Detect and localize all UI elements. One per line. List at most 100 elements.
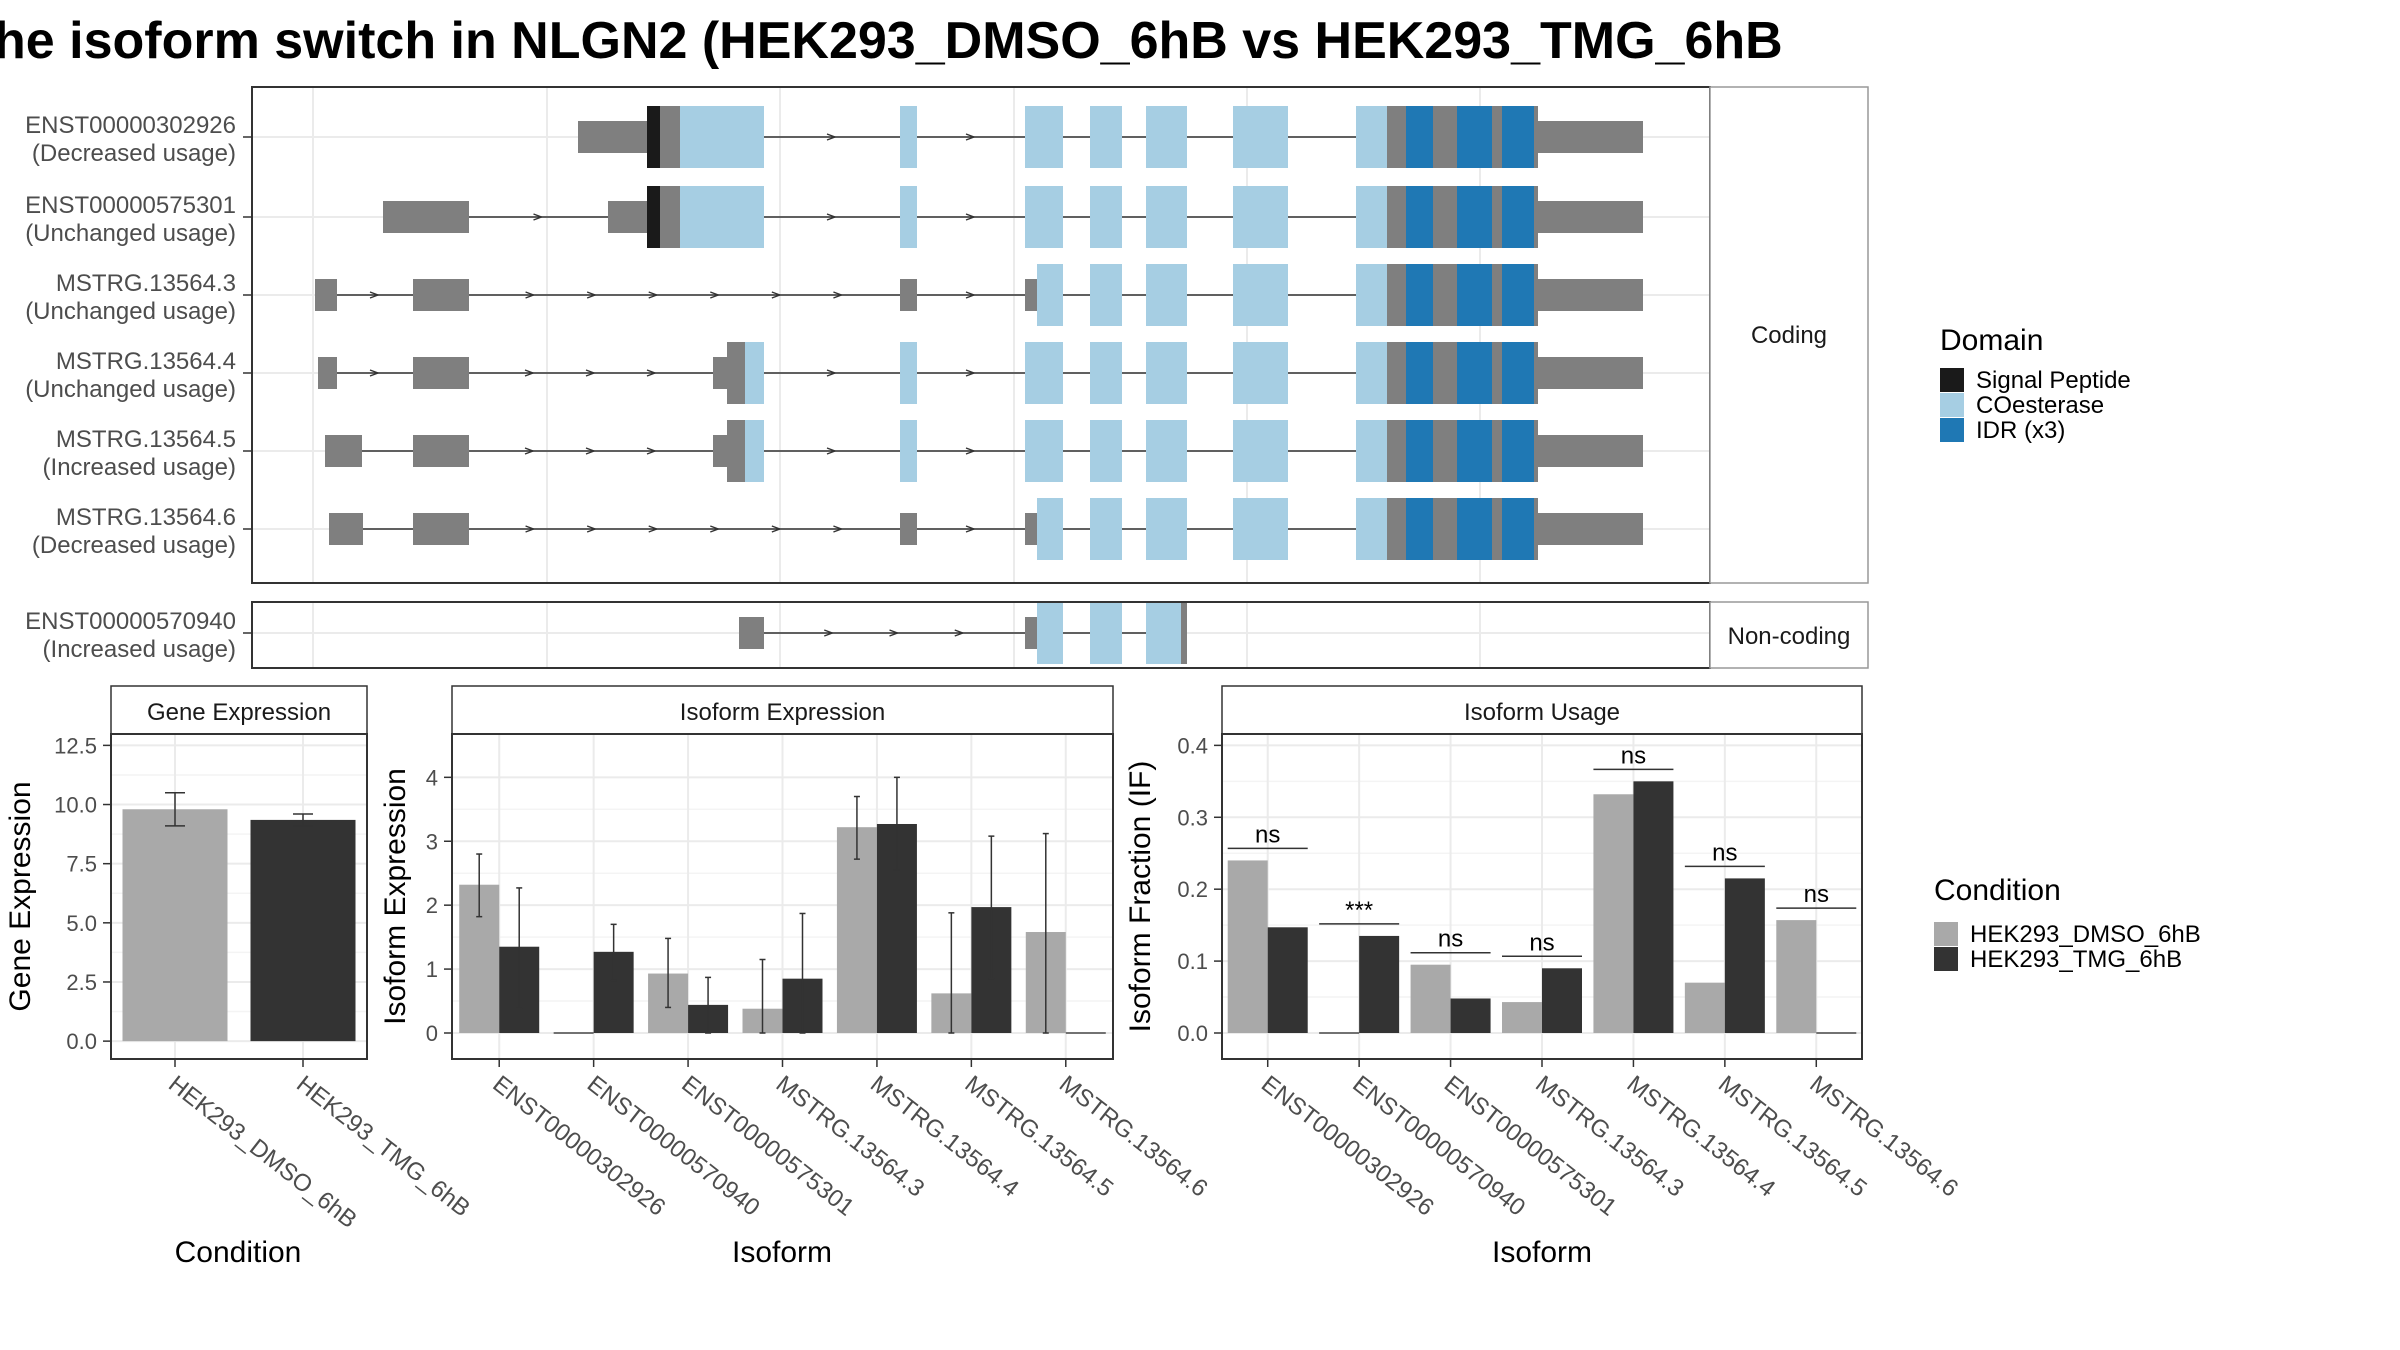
bar bbox=[1542, 968, 1582, 1033]
y-tick-label: 0 bbox=[426, 1021, 438, 1046]
intron-arrow bbox=[965, 525, 976, 533]
idr-domain bbox=[1457, 186, 1492, 248]
coesterase-exon bbox=[1356, 342, 1387, 404]
exon bbox=[1090, 602, 1122, 664]
coding-strip-label: Coding bbox=[1751, 322, 1827, 349]
intron-arrow bbox=[965, 291, 976, 299]
exon bbox=[1037, 602, 1063, 664]
utr-exon bbox=[713, 435, 727, 467]
utr-exon bbox=[900, 279, 917, 311]
intron-arrow bbox=[585, 369, 596, 377]
x-tick-label: MSTRG.13564.6 bbox=[1805, 1070, 1964, 1202]
coesterase-exon bbox=[1090, 498, 1122, 560]
significance-label: ns bbox=[1804, 881, 1829, 908]
coesterase-exon bbox=[1356, 186, 1387, 248]
y-tick-label: 0.4 bbox=[1177, 733, 1208, 758]
idr-domain bbox=[1502, 498, 1534, 560]
utr-exon bbox=[900, 513, 917, 545]
transcript-id-label: MSTRG.13564.5 bbox=[56, 426, 236, 453]
signal-peptide bbox=[647, 186, 660, 248]
condition-legend-label: HEK293_DMSO_6hB bbox=[1970, 921, 2201, 948]
bar bbox=[250, 819, 356, 1042]
coesterase-exon bbox=[1090, 264, 1122, 326]
idr-domain bbox=[1502, 186, 1534, 248]
linker-segment bbox=[1433, 498, 1457, 560]
coesterase-exon bbox=[900, 106, 917, 168]
utr-exon bbox=[727, 420, 745, 482]
coesterase-exon bbox=[745, 342, 764, 404]
idr-domain bbox=[1406, 106, 1433, 168]
idr-domain bbox=[1406, 264, 1433, 326]
x-tick-label: ENST00000570940 bbox=[582, 1070, 765, 1221]
idr-domain bbox=[1502, 420, 1534, 482]
intron-arrow bbox=[525, 291, 536, 299]
x-tick-label: ENST00000302926 bbox=[1256, 1070, 1439, 1221]
utr-exon bbox=[578, 121, 647, 153]
domain-legend-label: Signal Peptide bbox=[1976, 367, 2131, 394]
intron-arrow bbox=[648, 525, 659, 533]
intron-arrow bbox=[889, 629, 900, 637]
utr-exon bbox=[1181, 602, 1187, 664]
linker-segment bbox=[1387, 106, 1406, 168]
intron-arrow bbox=[585, 447, 596, 455]
significance-label: ns bbox=[1529, 929, 1554, 956]
intron-arrow bbox=[524, 369, 535, 377]
linker-segment bbox=[1433, 186, 1457, 248]
utr-exon bbox=[413, 435, 469, 467]
linker-segment bbox=[1433, 106, 1457, 168]
signal-peptide bbox=[647, 106, 660, 168]
coesterase-exon bbox=[1233, 186, 1288, 248]
linker-segment bbox=[1534, 420, 1538, 482]
transcript-id-label: ENST00000302926 bbox=[25, 112, 236, 139]
linker-segment bbox=[1492, 342, 1502, 404]
transcript-id-label: ENST00000570940 bbox=[25, 608, 236, 635]
panel-border bbox=[110, 733, 368, 1060]
utr-exon bbox=[727, 342, 745, 404]
bar bbox=[122, 809, 228, 1042]
bar bbox=[1065, 1032, 1106, 1034]
y-tick-label: 7.5 bbox=[66, 852, 97, 877]
utr-exon bbox=[1025, 513, 1037, 545]
bar bbox=[1724, 878, 1765, 1033]
linker-segment bbox=[1492, 498, 1502, 560]
coesterase-exon bbox=[1146, 498, 1187, 560]
utr-exon bbox=[1538, 513, 1643, 545]
bar-chart-2: Isoform Usage 0.0 0.1 0.2 0.3 0.4 ns *** ns ns ns n… bbox=[1124, 685, 1964, 1269]
y-tick-label: 2.5 bbox=[66, 970, 97, 995]
noncoding-strip bbox=[1709, 601, 1869, 669]
noncoding-panel-bg bbox=[252, 602, 1710, 668]
utr-exon bbox=[1025, 279, 1037, 311]
idr-domain bbox=[1457, 264, 1492, 326]
linker-segment bbox=[1433, 264, 1457, 326]
intron-arrow bbox=[710, 291, 721, 299]
utr-exon bbox=[315, 279, 337, 311]
intron-arrow bbox=[954, 629, 965, 637]
linker-segment bbox=[1387, 420, 1406, 482]
y-tick-label: 12.5 bbox=[54, 733, 97, 758]
intron-arrow bbox=[586, 291, 598, 299]
linker-segment bbox=[1492, 186, 1502, 248]
x-axis-title: Isoform bbox=[1492, 1236, 1592, 1269]
significance-label: *** bbox=[1345, 897, 1373, 924]
x-axis-title: Isoform bbox=[732, 1236, 832, 1269]
linker-segment bbox=[1534, 186, 1538, 248]
x-tick-label: ENST00000302926 bbox=[488, 1070, 671, 1221]
coesterase-exon bbox=[1146, 342, 1187, 404]
coesterase-exon bbox=[1233, 498, 1288, 560]
bar bbox=[836, 827, 877, 1033]
domain-legend-title: Domain bbox=[1940, 324, 2043, 357]
idr-domain bbox=[1457, 106, 1492, 168]
y-tick-label: 0.2 bbox=[1177, 877, 1208, 902]
utr-exon bbox=[713, 357, 727, 389]
coding-strip bbox=[1709, 86, 1869, 584]
panel-strip bbox=[451, 685, 1114, 735]
transcript-id-label: ENST00000575301 bbox=[25, 192, 236, 219]
x-tick-label: ENST00000575301 bbox=[676, 1070, 859, 1221]
bar bbox=[1502, 1002, 1542, 1033]
idr-domain bbox=[1457, 342, 1492, 404]
coesterase-exon bbox=[1090, 186, 1122, 248]
linker-segment bbox=[1433, 342, 1457, 404]
y-tick-label: 0.1 bbox=[1177, 949, 1208, 974]
figure-title: he isoform switch in NLGN2 (HEK293_DMSO_… bbox=[0, 12, 1783, 70]
idr-domain bbox=[1502, 264, 1534, 326]
